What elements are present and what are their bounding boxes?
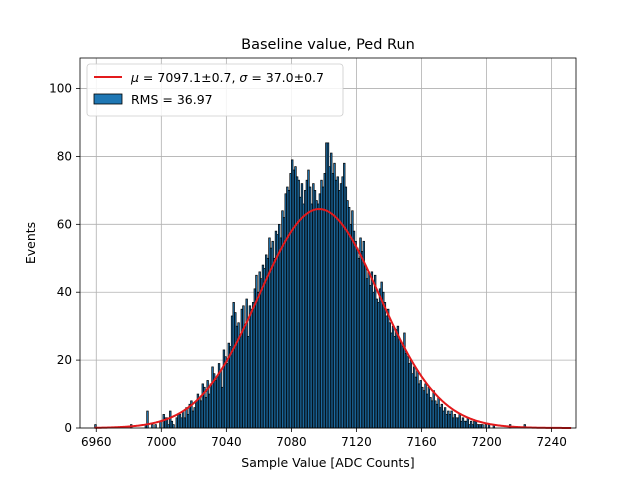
histogram-bar xyxy=(172,424,175,429)
y-tick-label: 40 xyxy=(57,285,72,299)
histogram-bar xyxy=(154,424,157,429)
x-tick-label: 7160 xyxy=(406,435,437,449)
x-tick-label: 7200 xyxy=(471,435,502,449)
chart-title: Baseline value, Ped Run xyxy=(241,37,415,53)
legend-box xyxy=(86,63,344,117)
legend-fit-label: μ = 7097.1±0.7, σ = 37.0±0.7 xyxy=(130,70,324,85)
histogram-bar xyxy=(487,424,491,429)
x-tick-label: 7000 xyxy=(146,435,177,449)
x-tick-label: 7120 xyxy=(341,435,372,449)
x-tick-label: 7080 xyxy=(276,435,307,449)
histogram-bar xyxy=(484,424,487,429)
legend-sigma-value: = 37.0±0.7 xyxy=(247,70,324,85)
x-tick-label: 7040 xyxy=(211,435,242,449)
x-tick-label: 6960 xyxy=(81,435,112,449)
y-tick-label: 60 xyxy=(57,217,72,231)
histogram-bar xyxy=(481,424,484,429)
histogram-bar xyxy=(151,424,154,429)
legend: μ = 7097.1±0.7, σ = 37.0±0.7 RMS = 36.97 xyxy=(86,63,344,117)
legend-sigma-symbol: σ xyxy=(239,70,248,85)
legend-rms-swatch xyxy=(93,93,123,105)
histogram-bar xyxy=(146,410,149,429)
x-axis-ticks: 6960 7000 7040 7080 7120 7160 7200 7240 xyxy=(81,428,567,449)
y-tick-label: 20 xyxy=(57,353,72,367)
legend-rms-label: RMS = 36.97 xyxy=(131,92,213,107)
y-tick-label: 0 xyxy=(64,421,72,435)
y-axis-label: Events xyxy=(23,222,38,264)
y-tick-label: 100 xyxy=(49,82,72,96)
gaussian-fit-curve xyxy=(94,208,572,429)
x-axis-label: Sample Value [ADC Counts] xyxy=(241,455,414,470)
plot-frame xyxy=(79,57,577,429)
y-axis-ticks: 0 20 40 60 80 100 xyxy=(49,82,80,435)
y-tick-label: 80 xyxy=(57,149,72,163)
legend-mu-symbol: μ xyxy=(130,70,139,85)
legend-mu-value: = 7097.1±0.7, xyxy=(139,70,239,85)
x-tick-label: 7240 xyxy=(536,435,567,449)
